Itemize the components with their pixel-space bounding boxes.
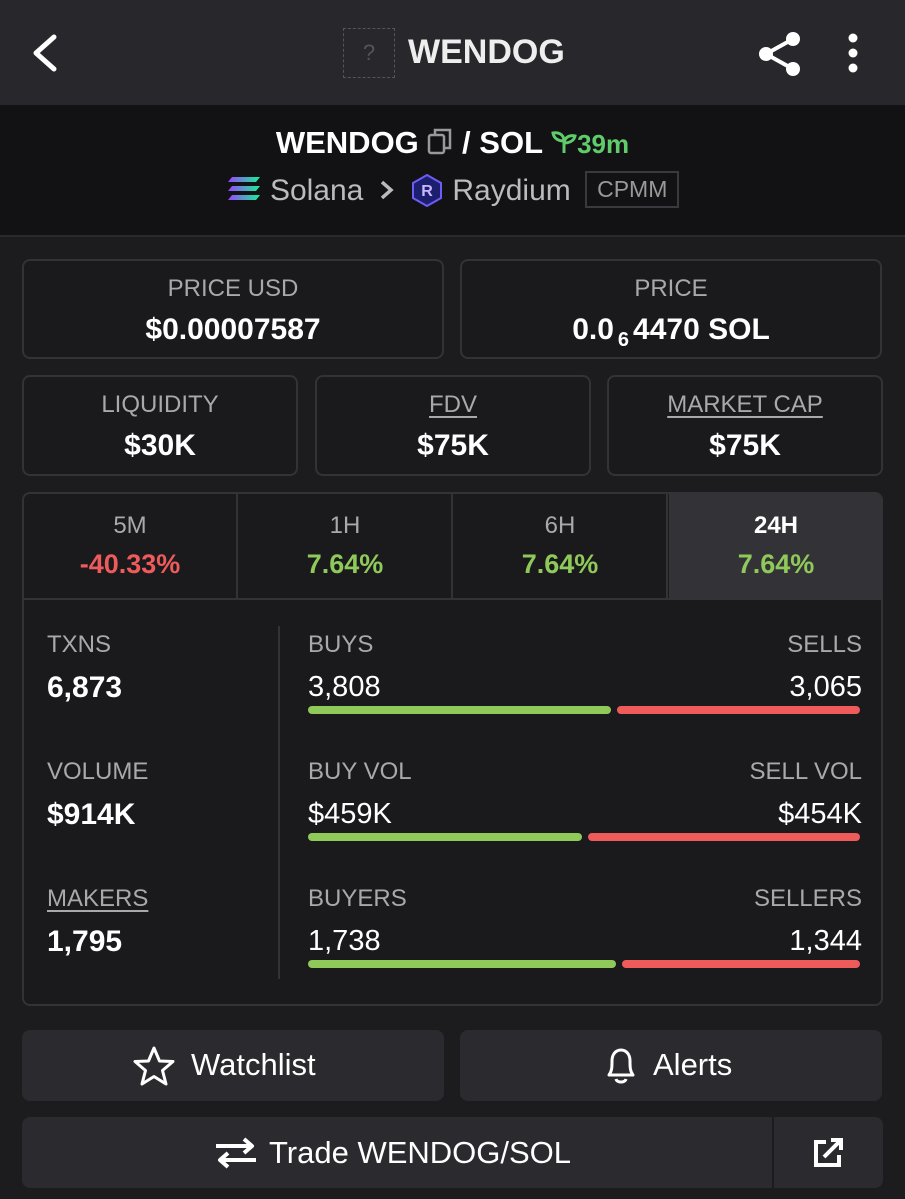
price-prefix: 0.0 <box>572 313 614 346</box>
timeframe-tab[interactable]: 6H 7.64% <box>454 494 668 598</box>
card-value: $30K <box>124 429 196 462</box>
menu-button[interactable] <box>845 33 861 75</box>
stat-label: TXNS <box>47 631 112 658</box>
raydium-logo: R <box>412 173 443 208</box>
sell-label: SELL VOL <box>749 758 862 785</box>
external-link-button[interactable] <box>812 1137 846 1169</box>
base-symbol: WENDOG <box>275 125 419 160</box>
stat-label[interactable]: MAKERS <box>47 885 149 912</box>
card-value: $0.00007587 <box>145 313 321 346</box>
timeframe-tabs: 5M -40.33% 1H 7.64% 6H 7.64% 24H 7.64% <box>24 494 881 600</box>
timeframe-tab[interactable]: 24H 7.64% <box>669 494 881 598</box>
sell-value: 1,344 <box>789 925 862 957</box>
price-rest: 4470 SOL <box>633 313 770 346</box>
tab-change: 7.64% <box>306 549 384 579</box>
buy-bar <box>308 833 583 841</box>
watchlist-button[interactable]: Watchlist <box>22 1030 444 1101</box>
fdv-card[interactable]: FDV $75K <box>315 375 591 476</box>
back-button[interactable] <box>28 33 64 73</box>
price-usd-card: PRICE USD $0.00007587 <box>22 259 444 359</box>
button-label: Trade WENDOG/SOL <box>269 1135 572 1170</box>
sell-bar <box>621 960 860 968</box>
buy-label: BUYS <box>308 631 374 658</box>
stat-value: $914K <box>47 798 136 831</box>
card-value: 0.0 6 4470 SOL <box>462 313 880 352</box>
buy-bar <box>308 706 611 714</box>
swap-icon <box>216 1137 256 1169</box>
buy-value: $459K <box>308 798 392 830</box>
pair-age: 39m <box>577 129 630 159</box>
stat-label: VOLUME <box>47 758 149 785</box>
quote-symbol: SOL <box>479 125 543 160</box>
pool-type: CPMM <box>585 171 680 208</box>
dex-name[interactable]: Raydium <box>452 174 571 207</box>
activity-panel: 5M -40.33% 1H 7.64% 6H 7.64% 24H 7.64% TXNS 6,8… <box>22 492 883 1006</box>
chain-line: Solana R Raydium CPMM <box>0 171 905 208</box>
star-icon <box>133 1046 175 1086</box>
card-label: PRICE <box>634 275 708 302</box>
card-value: $75K <box>709 429 781 462</box>
tab-change: 7.64% <box>737 549 815 579</box>
share-button[interactable] <box>757 30 803 78</box>
page-title: WENDOG <box>408 33 565 71</box>
liquidity-card: LIQUIDITY $30K <box>22 375 298 476</box>
top-bar: ? WENDOG <box>0 0 905 105</box>
tab-label: 1H <box>329 512 361 539</box>
tab-label: 5M <box>113 512 147 539</box>
sell-label: SELLS <box>787 631 862 658</box>
price-zeros: 6 <box>617 329 630 351</box>
card-label: MARKET CAP <box>667 391 823 418</box>
sell-value: 3,065 <box>789 671 862 703</box>
stat-value: 6,873 <box>47 671 123 704</box>
pair-section: WENDOG / SOL 39m Solana R Raydium CPMM <box>0 105 905 237</box>
sprout-icon <box>551 131 577 153</box>
card-label: PRICE USD <box>167 275 299 302</box>
svg-text:R: R <box>421 183 433 200</box>
copy-button[interactable] <box>427 128 453 156</box>
timeframe-tab[interactable]: 1H 7.64% <box>239 494 453 598</box>
sell-bar <box>588 833 860 841</box>
tab-label: 24H <box>753 512 799 539</box>
chain-name[interactable]: Solana <box>269 174 364 207</box>
buy-label: BUY VOL <box>308 758 412 785</box>
card-label: LIQUIDITY <box>101 391 219 418</box>
pair-line: WENDOG / SOL 39m <box>0 125 905 161</box>
alerts-button[interactable]: Alerts <box>460 1030 882 1101</box>
card-label: FDV <box>429 391 477 418</box>
buy-value: 1,738 <box>308 925 381 957</box>
tab-change: -40.33% <box>79 549 181 579</box>
tab-label: 6H <box>544 512 576 539</box>
sell-bar <box>616 706 860 714</box>
tab-change: 7.64% <box>521 549 599 579</box>
chevron <box>380 180 394 200</box>
split-rows: BUYS SELLS 3,808 3,065 BUY VOL SELL VOL $459K $… <box>308 626 862 986</box>
buy-value: 3,808 <box>308 671 381 703</box>
button-label: Alerts <box>653 1047 733 1082</box>
card-value: $75K <box>417 429 489 462</box>
sell-value: $454K <box>778 798 862 830</box>
buy-label: BUYERS <box>308 885 407 912</box>
buy-bar <box>308 960 616 968</box>
timeframe-tab[interactable]: 5M -40.33% <box>24 494 238 598</box>
price-card: PRICE 0.0 6 4470 SOL <box>460 259 882 359</box>
separator: / <box>462 125 471 160</box>
button-label: Watchlist <box>191 1047 316 1082</box>
divider <box>772 1117 774 1188</box>
trade-button[interactable]: Trade WENDOG/SOL <box>22 1117 883 1188</box>
token-icon: ? <box>343 28 395 78</box>
sell-label: SELLERS <box>753 885 862 912</box>
market-cap-card[interactable]: MARKET CAP $75K <box>607 375 883 476</box>
bell-icon <box>607 1048 635 1084</box>
stat-value: 1,795 <box>47 925 123 958</box>
solana-logo <box>227 177 260 200</box>
divider <box>278 626 280 979</box>
